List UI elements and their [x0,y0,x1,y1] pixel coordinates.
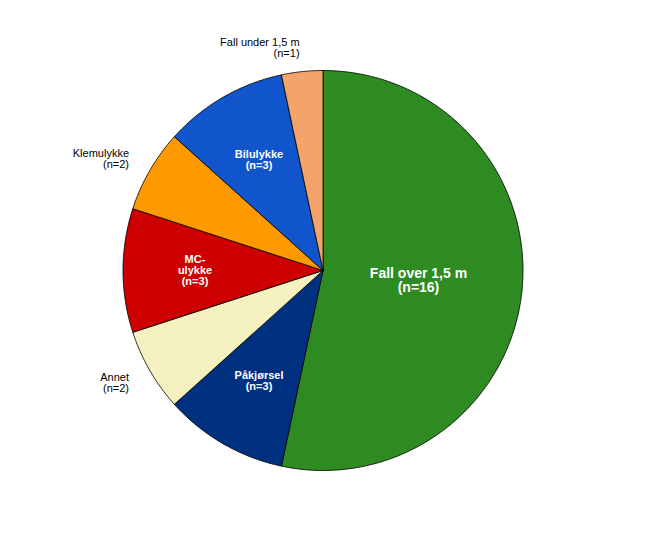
svg-text:Klemulykke(n=2): Klemulykke(n=2) [73,147,129,170]
svg-text:Annet(n=2): Annet(n=2) [100,371,129,394]
svg-text:Fall over 1,5 m(n=16): Fall over 1,5 m(n=16) [370,265,467,295]
svg-text:Fall under 1,5 m(n=1): Fall under 1,5 m(n=1) [220,36,299,59]
svg-text:Bilulykke(n=3): Bilulykke(n=3) [235,148,283,171]
svg-text:Påkjørsel(n=3): Påkjørsel(n=3) [235,369,284,392]
svg-text:MC-ulykke(n=3): MC-ulykke(n=3) [178,253,212,287]
